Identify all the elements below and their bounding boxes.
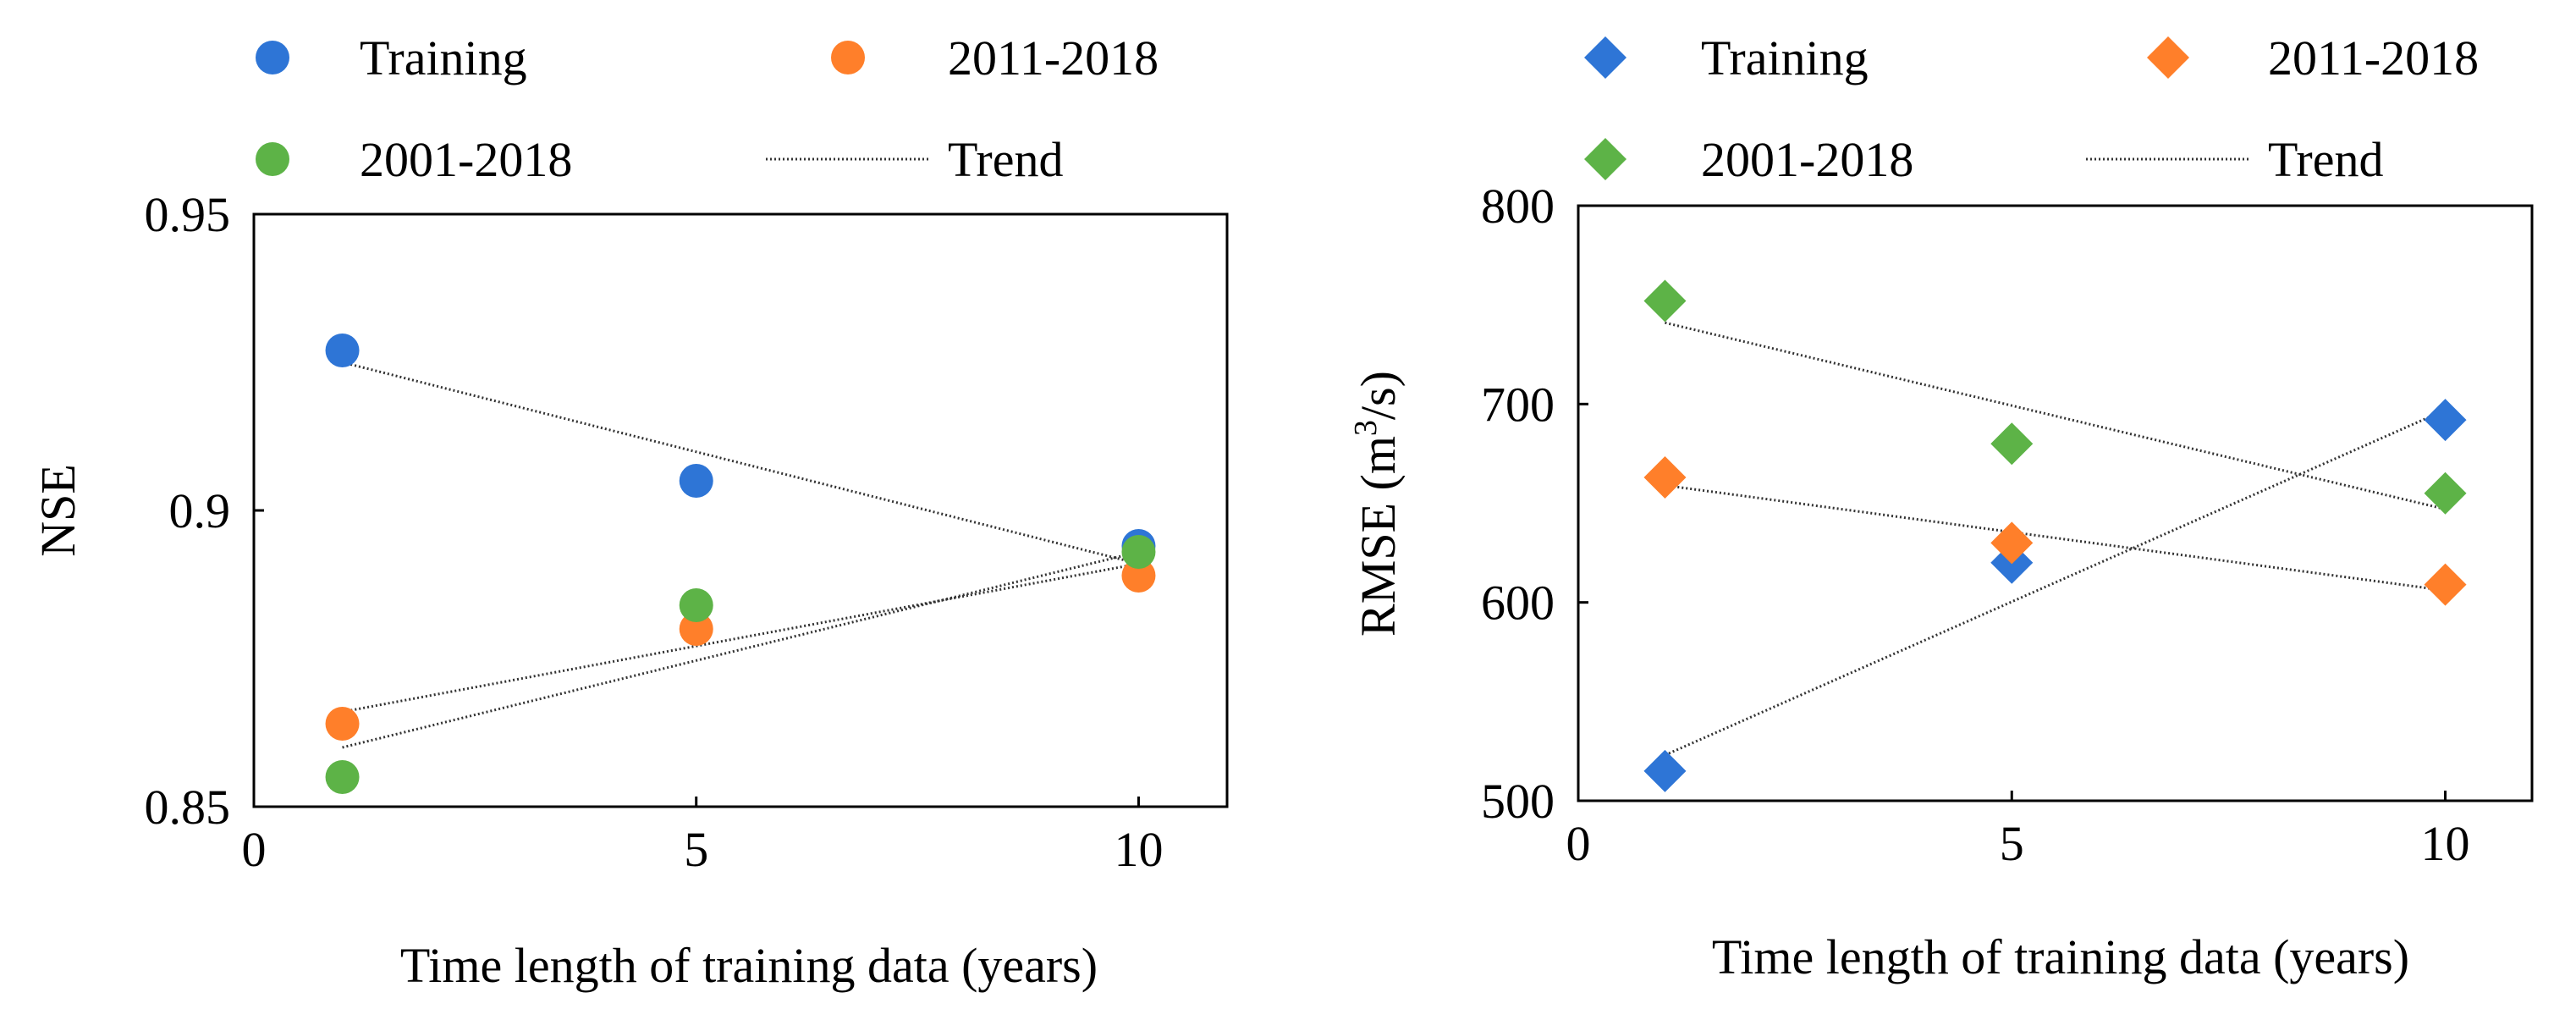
rmse-point-2011-2018-x5 [1990, 521, 2034, 565]
nse-trend-line-2001-2018 [342, 550, 1139, 749]
nse-legend-item-training: Training [256, 30, 527, 85]
rmse-x-tick-label-0: 0 [1566, 816, 1591, 871]
rmse-y-axis-ticks: 500 600 700 800 [1481, 179, 1588, 829]
rmse-y-axis-title-suffix: /s) [1351, 371, 1406, 420]
rmse-y-tick-label-500: 500 [1481, 774, 1555, 829]
nse-legend-marker-2011-2018 [831, 41, 865, 74]
rmse-y-axis-title-main: RMSE (m [1351, 436, 1406, 637]
nse-plot-frame [252, 212, 1229, 808]
nse-y-axis-ticks: 0.85 0.9 0.95 [145, 187, 264, 835]
rmse-legend-item-training: Training [1584, 30, 1869, 85]
nse-point-2001-2018-x1 [325, 760, 360, 794]
nse-data-points [325, 334, 1156, 794]
rmse-trend-line-training [1664, 408, 2447, 757]
rmse-point-2011-2018-x10 [2424, 563, 2467, 606]
nse-legend-item-trend: Trend [766, 132, 1063, 187]
nse-point-2011-2018-x10 [1121, 559, 1156, 593]
rmse-legend: Training 2011-2018 2001-2018 Trend [1584, 30, 2479, 187]
rmse-plot-frame [1577, 204, 2534, 802]
rmse-point-2001-2018-x5 [1990, 422, 2034, 466]
rmse-legend-item-2001-2018: 2001-2018 [1584, 132, 1913, 187]
rmse-y-tick-label-700: 700 [1481, 377, 1555, 432]
nse-point-2001-2018-x5 [679, 588, 713, 622]
nse-point-2001-2018-x10 [1121, 535, 1156, 569]
nse-legend-label-training: Training [360, 30, 527, 85]
rmse-data-points [1643, 279, 2467, 792]
rmse-x-axis-title: Time length of training data (years) [1712, 929, 2409, 984]
nse-x-tick-label-5: 5 [684, 822, 708, 877]
rmse-trend-line-2011-2018 [1665, 483, 2446, 593]
rmse-point-training-x1 [1643, 749, 1687, 792]
rmse-legend-label-training: Training [1701, 30, 1869, 85]
nse-point-2011-2018-x1 [325, 707, 360, 741]
rmse-trend-lines [1664, 321, 2447, 757]
nse-legend-marker-2001-2018 [256, 142, 289, 176]
rmse-legend-label-2011-2018: 2011-2018 [2268, 30, 2479, 85]
rmse-legend-item-trend: Trend [2086, 132, 2383, 187]
nse-legend-item-2001-2018: 2001-2018 [256, 132, 572, 187]
nse-legend-label-2001-2018: 2001-2018 [360, 132, 572, 187]
nse-y-tick-label-0-85: 0.85 [145, 780, 231, 835]
nse-trend-lines [342, 361, 1139, 749]
rmse-x-tick-label-10: 10 [2421, 816, 2470, 871]
nse-y-axis-title: NSE [30, 464, 85, 557]
nse-legend: Training 2011-2018 2001-2018 Trend [256, 30, 1159, 187]
nse-point-2011-2018-x5 [679, 612, 713, 646]
nse-x-tick-label-0: 0 [242, 822, 267, 877]
rmse-y-tick-label-600: 600 [1481, 576, 1555, 631]
nse-point-training-x1 [325, 334, 360, 367]
rmse-legend-label-2001-2018: 2001-2018 [1701, 132, 1913, 187]
rmse-legend-marker-2011-2018 [2147, 36, 2189, 79]
nse-legend-marker-training [256, 41, 289, 74]
nse-x-axis-ticks: 0 5 10 [242, 797, 1163, 877]
nse-point-training-x5 [679, 464, 713, 498]
rmse-y-axis-title: RMSE (m3/s) [1348, 371, 1406, 637]
rmse-point-2001-2018-x10 [2424, 471, 2467, 515]
rmse-point-training-x10 [2424, 399, 2467, 442]
rmse-y-axis-title-superscript: 3 [1348, 420, 1384, 436]
nse-trend-line-2011-2018 [342, 562, 1139, 714]
rmse-y-tick-label-800: 800 [1481, 179, 1555, 234]
rmse-legend-label-trend: Trend [2268, 132, 2383, 187]
nse-legend-label-2011-2018: 2011-2018 [948, 30, 1159, 85]
rmse-point-2011-2018-x1 [1643, 456, 1687, 499]
nse-y-tick-label-0-95: 0.95 [145, 187, 231, 242]
rmse-legend-item-2011-2018: 2011-2018 [2147, 30, 2479, 85]
rmse-legend-marker-training [1584, 36, 1627, 79]
nse-y-tick-label-0-9: 0.9 [169, 483, 231, 538]
nse-x-axis-title: Time length of training data (years) [400, 938, 1098, 993]
rmse-x-tick-label-5: 5 [2000, 816, 2024, 871]
rmse-x-axis-ticks: 0 5 10 [1566, 791, 2470, 871]
rmse-chart: Training 2011-2018 2001-2018 Trend 0 5 10 … [1348, 30, 2534, 984]
rmse-trend-line-2001-2018 [1665, 321, 2446, 510]
rmse-legend-marker-2001-2018 [1584, 138, 1627, 180]
nse-x-tick-label-10: 10 [1114, 822, 1163, 877]
nse-legend-label-trend: Trend [948, 132, 1063, 187]
rmse-point-2001-2018-x1 [1643, 279, 1687, 323]
nse-chart: Training 2011-2018 2001-2018 Trend 0 5 10 … [30, 30, 1229, 993]
nse-legend-item-2011-2018: 2011-2018 [831, 30, 1159, 85]
nse-trend-line-training [342, 361, 1139, 565]
